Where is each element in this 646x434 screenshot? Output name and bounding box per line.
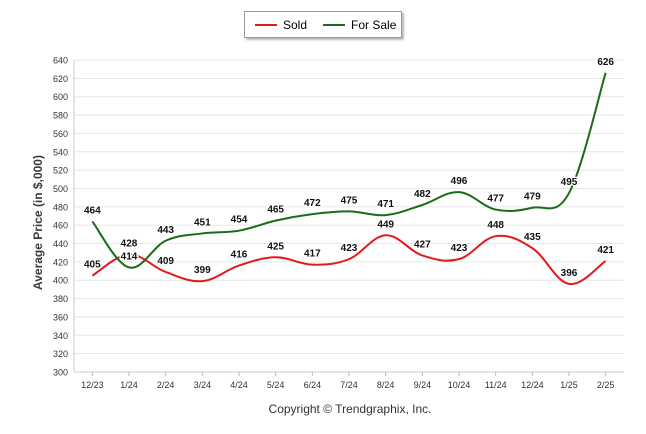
legend-label-sold: Sold [283,17,308,32]
data-label-for-sale: 451 [194,217,211,228]
series-line-sold [91,234,607,285]
data-label-sold: 396 [561,268,578,279]
y-tick-label: 360 [53,312,68,322]
x-tick-label: 11/24 [485,380,507,390]
y-tick-label: 500 [53,184,68,194]
y-tick-label: 620 [53,74,68,84]
x-tick-label: 8/24 [377,380,395,390]
data-label-sold: 423 [341,243,358,254]
data-label-sold: 427 [414,239,431,250]
y-tick-label: 400 [53,276,68,286]
legend-label-forsale: For Sale [351,17,397,32]
data-label-sold: 421 [597,245,614,256]
x-tick-label: 12/23 [81,380,104,390]
copyright-text: Copyright © Trendgraphix, Inc. [268,402,432,416]
x-tick-label: 9/24 [414,380,432,390]
x-tick-label: 10/24 [448,380,471,390]
x-tick-label: 12/24 [521,380,544,390]
data-label-for-sale: 443 [157,225,174,236]
data-label-for-sale: 464 [84,206,101,217]
data-label-for-sale: 454 [231,215,248,226]
x-tick-label: 5/24 [267,380,285,390]
y-axis-label: Average Price (in $,000) [31,155,45,290]
y-tick-label: 520 [53,166,68,176]
grid-lines [74,59,624,373]
data-label-for-sale: 495 [561,177,578,188]
legend-item-forsale[interactable]: For Sale [323,18,396,32]
data-label-for-sale: 496 [451,176,468,187]
data-label-sold: 405 [84,260,101,271]
x-tick-label: 2/25 [597,380,615,390]
data-label-for-sale: 626 [597,57,614,68]
y-tick-label: 300 [53,368,68,378]
x-tick-label: 7/24 [340,380,358,390]
legend: Sold For Sale [244,11,402,38]
y-tick-label: 640 [53,56,68,66]
y-tick-label: 580 [53,111,68,121]
data-label-for-sale: 475 [341,195,358,206]
data-label-sold: 416 [231,250,248,261]
x-tick-label: 2/24 [157,380,175,390]
data-label-sold: 435 [524,232,541,243]
y-tick-label: 380 [53,294,68,304]
data-label-for-sale: 471 [377,199,394,210]
data-label-sold: 448 [487,220,504,231]
x-tick-label: 1/24 [120,380,138,390]
x-tick-label: 3/24 [194,380,212,390]
data-labels: 405 428 409 399 416 425 417 423 449 427 423 448 435 3… [83,56,616,281]
data-label-for-sale: 414 [121,251,138,262]
axes: 300 320 340 360 380 400 420 440 460 480 500 520 540 5… [53,56,624,390]
y-tick-label: 600 [53,92,68,102]
data-label-for-sale: 477 [487,194,504,205]
legend-item-sold[interactable]: Sold [255,18,307,32]
x-tick-label: 1/25 [560,380,578,390]
data-label-sold: 399 [194,265,211,276]
data-label-for-sale: 482 [414,189,431,200]
y-tick-label: 560 [53,129,68,139]
data-label-for-sale: 479 [524,192,541,203]
data-label-sold: 449 [377,219,394,230]
y-tick-label: 440 [53,239,68,249]
legend-swatch-sold [255,23,277,26]
data-label-sold: 409 [157,256,174,267]
x-tick-label: 6/24 [304,380,322,390]
x-tick-label: 4/24 [230,380,248,390]
y-tick-label: 540 [53,147,68,157]
data-label-sold: 417 [304,249,321,260]
y-tick-label: 340 [53,331,68,341]
data-label-for-sale: 465 [267,205,284,216]
data-label-sold: 428 [121,239,138,250]
series-lines [91,72,607,285]
y-tick-label: 320 [53,349,68,359]
y-tick-label: 420 [53,257,68,267]
series-line-for-sale [91,72,607,269]
data-label-sold: 425 [267,241,284,252]
data-label-sold: 423 [451,243,468,254]
data-label-for-sale: 472 [304,198,321,209]
legend-swatch-forsale [323,23,346,26]
y-tick-label: 460 [53,221,68,231]
y-tick-label: 480 [53,202,68,212]
